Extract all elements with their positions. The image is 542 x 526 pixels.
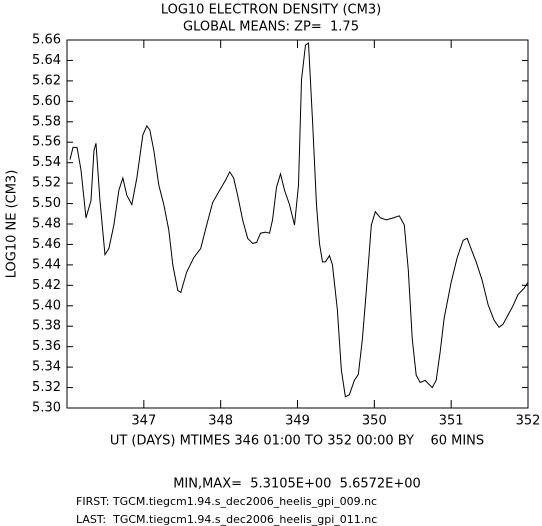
y-tick-label: 5.38 <box>32 319 61 334</box>
y-tick-label: 5.52 <box>32 176 61 191</box>
last-file: LAST: TGCM.tiegcm1.94.s_dec2006_heelis_g… <box>76 513 377 526</box>
plot-frame <box>66 39 529 409</box>
y-tick-label: 5.64 <box>32 53 61 68</box>
y-tick-label: 5.56 <box>32 135 61 150</box>
y-tick-label: 5.54 <box>32 155 61 170</box>
chart-title: LOG10 ELECTRON DENSITY (CM3) <box>161 3 381 18</box>
min-max: MIN,MAX= 5.3105E+00 5.6572E+00 <box>173 477 421 492</box>
y-tick-label: 5.48 <box>32 217 61 232</box>
y-tick-label: 5.44 <box>32 257 61 272</box>
x-tick-label: 350 <box>362 414 387 429</box>
x-tick-label: 352 <box>516 414 541 429</box>
y-tick-label: 5.32 <box>32 380 61 395</box>
x-axis-label: UT (DAYS) MTIMES 346 01:00 TO 352 00:00 … <box>110 434 484 449</box>
y-tick-label: 5.40 <box>32 298 61 313</box>
y-tick-label: 5.66 <box>32 33 61 48</box>
y-tick-label: 5.58 <box>32 114 61 129</box>
y-tick-label: 5.50 <box>32 196 61 211</box>
x-tick-label: 351 <box>439 414 464 429</box>
y-tick-label: 5.62 <box>32 73 61 88</box>
y-tick-label: 5.46 <box>32 237 61 252</box>
y-tick-label: 5.60 <box>32 94 61 109</box>
y-tick-label: 5.36 <box>32 339 61 354</box>
y-tick-label: 5.30 <box>32 401 61 416</box>
x-tick-label: 348 <box>208 414 233 429</box>
chart-subtitle: GLOBAL MEANS: ZP= 1.75 <box>183 20 359 35</box>
y-tick-label: 5.42 <box>32 278 61 293</box>
x-tick-label: 349 <box>285 414 310 429</box>
y-tick-label: 5.34 <box>32 360 61 375</box>
x-tick-label: 347 <box>131 414 156 429</box>
data-line <box>69 42 529 398</box>
first-file: FIRST: TGCM.tiegcm1.94.s_dec2006_heelis_… <box>76 495 377 508</box>
y-axis-label: LOG10 NE (CM3) <box>5 170 20 279</box>
